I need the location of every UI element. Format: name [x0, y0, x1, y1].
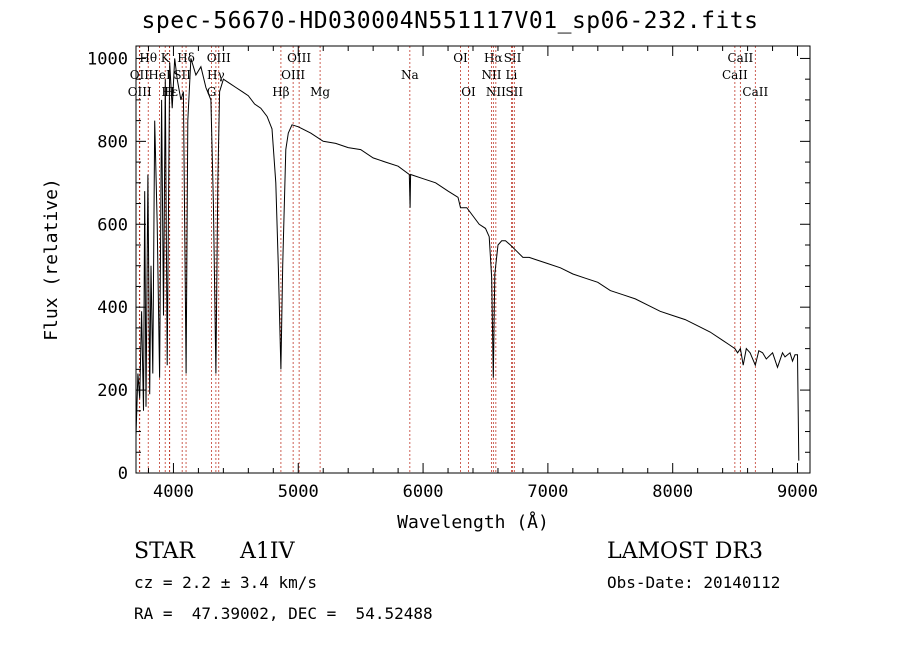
line-marker-label: K	[161, 51, 171, 65]
x-tick-label: 6000	[403, 482, 444, 502]
object-class: STAR	[134, 539, 195, 564]
object-subclass: A1IV	[240, 539, 295, 564]
survey-name: LAMOST DR3	[607, 539, 763, 564]
line-marker-label: OI	[461, 85, 476, 99]
line-marker-label: Hβ	[272, 85, 289, 99]
chart-title: spec-56670-HD030004N551117V01_sp06-232.f…	[141, 8, 759, 34]
line-marker-label: CaII	[742, 85, 768, 99]
axis-ticks	[136, 46, 810, 474]
line-marker-label: OIII	[207, 51, 231, 65]
line-marker-label: Li	[506, 68, 518, 82]
line-marker-label: G	[207, 85, 217, 99]
line-marker-label: SII	[504, 51, 522, 65]
line-marker-label: NII	[486, 85, 506, 99]
y-tick-label: 0	[118, 464, 128, 484]
coordinates: RA = 47.39002, DEC = 54.52488	[134, 604, 433, 623]
y-tick-label: 400	[97, 298, 128, 318]
redshift-value: cz = 2.2 ± 3.4 km/s	[134, 573, 318, 592]
y-axis-label: Flux (relative)	[41, 178, 62, 341]
y-tick-label: 600	[97, 215, 128, 235]
line-marker-label: CaII	[727, 51, 753, 65]
line-marker-label: SII	[173, 68, 191, 82]
line-marker-label: OIII	[128, 85, 152, 99]
line-marker-label: Na	[401, 68, 419, 82]
observation-date: Obs-Date: 20140112	[607, 573, 781, 592]
y-tick-label: 800	[97, 132, 128, 152]
line-marker-label: Mg	[310, 85, 330, 99]
line-marker-label: OI	[453, 51, 468, 65]
line-marker-label: Hα	[484, 51, 503, 65]
x-tick-label: 8000	[652, 482, 693, 502]
x-tick-label: 4000	[153, 482, 194, 502]
y-tick-label: 1000	[87, 49, 128, 69]
x-tick-label: 9000	[777, 482, 818, 502]
line-marker-label: NII	[481, 68, 501, 82]
line-marker-label: HeI	[148, 68, 171, 82]
line-marker-label: SII	[505, 85, 523, 99]
axis-tick-labels: 4000 5000 6000 7000 8000 9000 0 200 400 600 800 100…	[87, 49, 818, 502]
line-marker-label: Hγ	[207, 68, 225, 82]
x-axis-label: Wavelength (Å)	[397, 511, 549, 533]
plot-frame	[135, 45, 811, 474]
y-tick-label: 200	[97, 381, 128, 401]
line-marker-label: OIII	[287, 51, 311, 65]
x-tick-label: 7000	[527, 482, 568, 502]
line-marker-label: OIII	[281, 68, 305, 82]
x-tick-label: 5000	[278, 482, 319, 502]
line-marker-label: CaII	[722, 68, 748, 82]
line-marker-label: Hθ	[139, 51, 157, 65]
spectrum-line	[135, 58, 800, 461]
